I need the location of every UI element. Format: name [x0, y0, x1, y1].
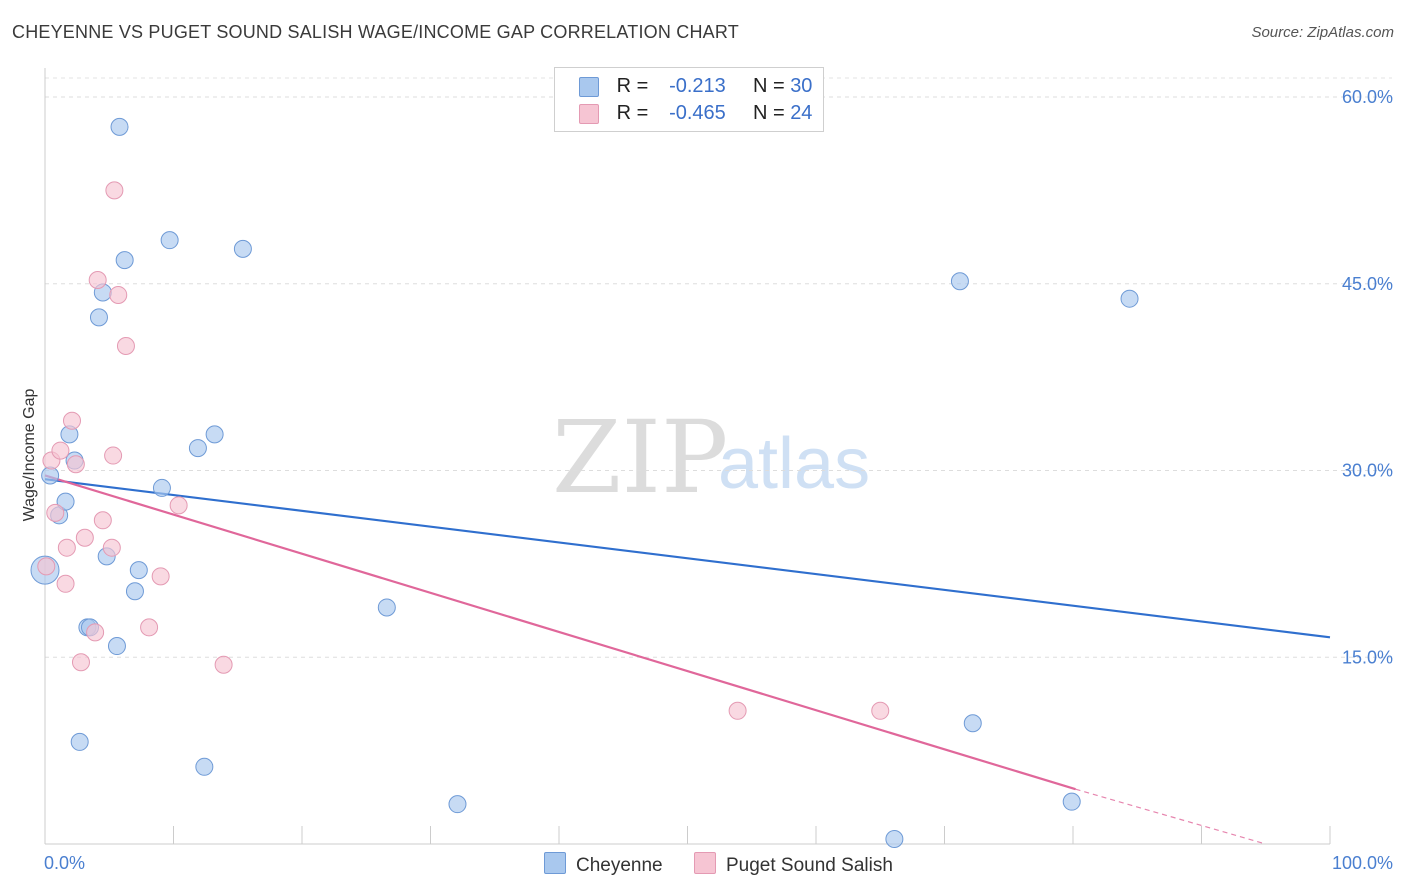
legend-n-label: N = — [752, 75, 785, 97]
data-point — [66, 455, 85, 474]
legend-row-puget: R = -0.465 N = 24 — [579, 102, 812, 128]
data-point — [51, 441, 70, 460]
data-point — [188, 439, 207, 458]
y-tick-label: 15.0% — [1342, 647, 1393, 667]
legend-item-puget-sound-salish[interactable]: Puget Sound Salish — [694, 852, 893, 877]
watermark-zip: ZIP — [552, 399, 728, 516]
legend-r-value: -0.213 — [669, 75, 726, 97]
data-point — [151, 567, 170, 586]
data-point — [129, 561, 148, 580]
legend-n-value: 30 — [790, 75, 813, 97]
data-point — [195, 757, 214, 776]
x-tick-label: 0.0% — [44, 853, 85, 873]
data-point — [102, 538, 121, 557]
legend-n-value: 24 — [790, 102, 813, 124]
puget-swatch — [579, 103, 599, 124]
data-point — [885, 830, 904, 849]
data-point — [448, 795, 467, 814]
trend-lines — [44, 474, 1331, 845]
data-point — [169, 496, 188, 515]
legend-item-label: Cheyenne — [576, 855, 663, 876]
y-tick-label: 45.0% — [1342, 274, 1393, 294]
data-point — [963, 714, 982, 733]
tick-labels: 15.0% 30.0% 45.0% 60.0% 0.0% 100.0% — [44, 87, 1393, 873]
cheyenne-swatch — [544, 852, 566, 874]
legend-r-label: R = — [616, 75, 649, 97]
puget-swatch — [694, 852, 716, 874]
legend-item-label: Puget Sound Salish — [726, 855, 893, 876]
data-point — [109, 285, 128, 304]
data-point — [152, 478, 171, 497]
data-point — [86, 623, 105, 642]
source-label: Source: ZipAtlas.com — [1251, 24, 1394, 41]
data-point — [70, 732, 89, 751]
y-tick-label: 60.0% — [1342, 87, 1393, 107]
data-point — [871, 701, 890, 720]
data-point — [950, 272, 969, 291]
data-point — [88, 271, 107, 290]
data-point — [140, 618, 159, 637]
data-points — [30, 117, 1139, 849]
data-point — [205, 425, 224, 444]
legend-r-value: -0.465 — [669, 102, 726, 124]
chart-title: CHEYENNE VS PUGET SOUND SALISH WAGE/INCO… — [12, 22, 739, 42]
data-point — [71, 653, 90, 672]
data-point — [105, 181, 124, 200]
data-point — [75, 528, 94, 547]
data-point — [1120, 289, 1139, 308]
data-point — [107, 637, 126, 656]
data-point — [125, 582, 144, 601]
data-point — [37, 557, 56, 576]
data-point — [57, 538, 76, 557]
trend-line — [44, 478, 1331, 639]
correlation-legend: R = -0.213 N = 30 R = -0.465 N = 24 — [554, 67, 824, 132]
trend-line — [44, 474, 1076, 791]
data-point — [160, 231, 179, 250]
legend-n-label: N = — [752, 102, 785, 124]
data-point — [1062, 792, 1081, 811]
data-point — [41, 466, 60, 485]
data-point — [110, 117, 129, 136]
legend-r-label: R = — [616, 102, 649, 124]
grid-lines — [45, 77, 1392, 658]
data-point — [93, 511, 112, 530]
y-axis-label: Wage/Income Gap — [21, 389, 38, 522]
legend-row-cheyenne: R = -0.213 N = 30 — [579, 75, 812, 101]
data-point — [89, 308, 108, 327]
legend-item-cheyenne[interactable]: Cheyenne — [544, 852, 663, 877]
data-point — [214, 655, 233, 674]
watermark-atlas: atlas — [718, 424, 870, 504]
data-point — [46, 503, 65, 522]
data-point — [62, 411, 81, 430]
data-point — [104, 446, 123, 465]
data-point — [233, 239, 252, 258]
data-point — [728, 701, 747, 720]
cheyenne-swatch — [579, 76, 599, 97]
x-tick-label: 100.0% — [1332, 853, 1393, 873]
data-point — [115, 251, 134, 270]
data-point — [56, 492, 75, 511]
y-tick-label: 30.0% — [1342, 461, 1393, 481]
data-point — [377, 598, 396, 617]
data-point — [56, 574, 75, 593]
watermark: ZIP atlas — [552, 399, 870, 516]
data-point — [116, 337, 135, 355]
trend-line-extension — [1075, 788, 1266, 845]
